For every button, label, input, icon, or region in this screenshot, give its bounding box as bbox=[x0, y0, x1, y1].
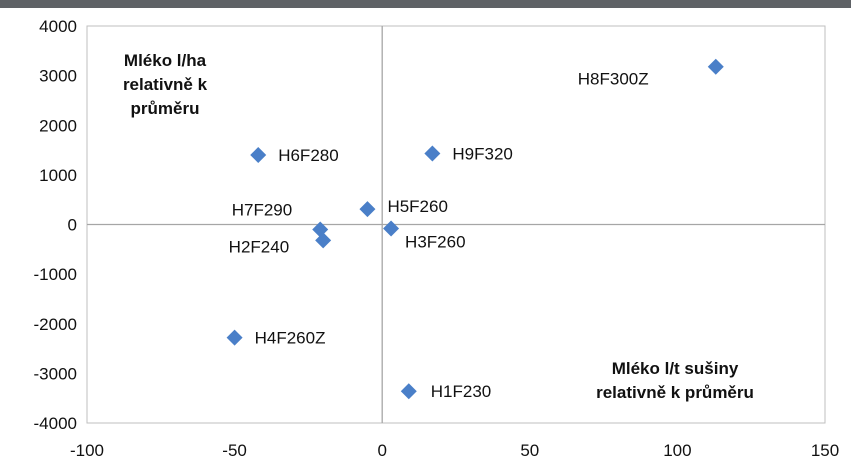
data-point-label: H2F240 bbox=[229, 237, 289, 256]
data-point-marker bbox=[400, 383, 417, 400]
y-tick-label: 2000 bbox=[39, 116, 77, 135]
data-point-marker bbox=[315, 232, 332, 249]
data-point-marker bbox=[359, 201, 376, 218]
data-point-marker bbox=[424, 145, 441, 162]
data-point-marker bbox=[707, 58, 724, 75]
y-axis-label-line: Mléko l/ha bbox=[124, 51, 207, 70]
data-point-marker bbox=[383, 220, 400, 237]
x-tick-label: 50 bbox=[520, 441, 539, 460]
y-tick-label: 0 bbox=[68, 216, 77, 235]
x-axis-label-line: relativně k průměru bbox=[596, 383, 754, 402]
data-point-label: H9F320 bbox=[452, 145, 512, 164]
x-axis-label-line: Mléko l/t sušiny bbox=[612, 359, 739, 378]
x-tick-label: -50 bbox=[222, 441, 247, 460]
header-band bbox=[0, 0, 851, 8]
data-point-marker bbox=[250, 147, 267, 164]
y-tick-label: 3000 bbox=[39, 67, 77, 86]
data-point-label: H5F260 bbox=[387, 197, 447, 216]
data-point-label: H6F280 bbox=[278, 146, 338, 165]
x-tick-label: -100 bbox=[70, 441, 104, 460]
data-point-label: H8F300Z bbox=[578, 70, 649, 89]
y-tick-label: -1000 bbox=[34, 265, 77, 284]
y-tick-label: -3000 bbox=[34, 364, 77, 383]
data-point-label: H1F230 bbox=[431, 382, 491, 401]
y-tick-label: -4000 bbox=[34, 414, 77, 433]
data-point-label: H7F290 bbox=[232, 200, 292, 219]
data-point-label: H4F260Z bbox=[255, 329, 326, 348]
x-tick-label: 100 bbox=[663, 441, 691, 460]
y-axis-label-line: relativně k bbox=[123, 75, 208, 94]
y-tick-label: 1000 bbox=[39, 166, 77, 185]
x-tick-label: 0 bbox=[377, 441, 386, 460]
y-tick-label: 4000 bbox=[39, 17, 77, 36]
y-axis-label-line: průměru bbox=[131, 99, 200, 118]
y-tick-label: -2000 bbox=[34, 315, 77, 334]
data-point-marker bbox=[226, 329, 243, 346]
x-tick-label: 150 bbox=[811, 441, 839, 460]
data-point-label: H3F260 bbox=[405, 232, 465, 251]
